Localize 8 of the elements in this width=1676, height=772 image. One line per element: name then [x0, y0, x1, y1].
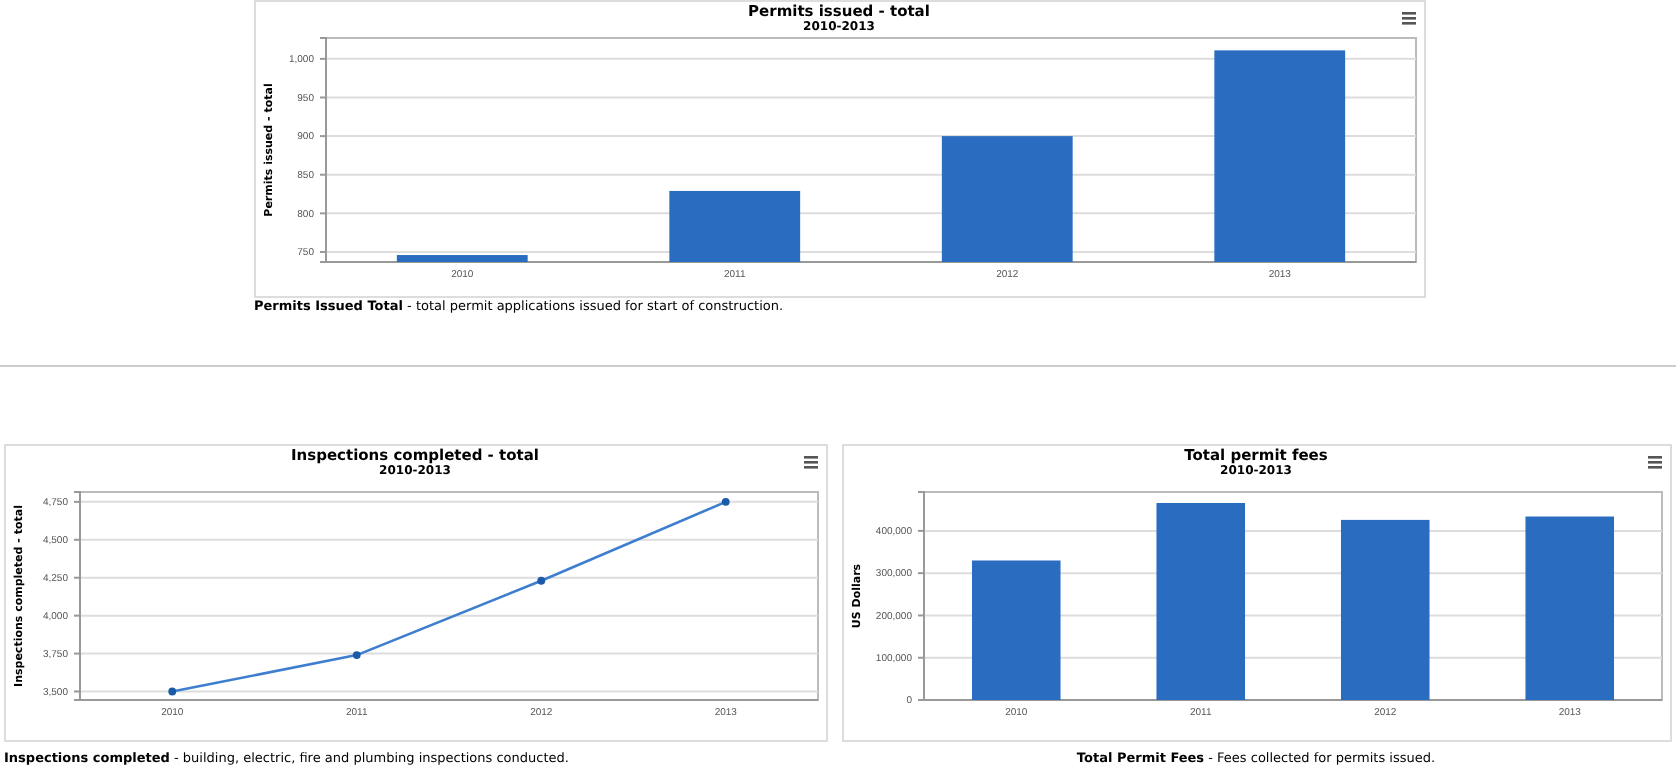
point: [352, 651, 361, 659]
bar: [1156, 502, 1246, 700]
point: [721, 497, 730, 506]
point: [168, 687, 177, 696]
point: [537, 576, 546, 585]
bar: [1525, 516, 1615, 700]
bar: [1340, 519, 1430, 700]
bar: [971, 560, 1061, 700]
